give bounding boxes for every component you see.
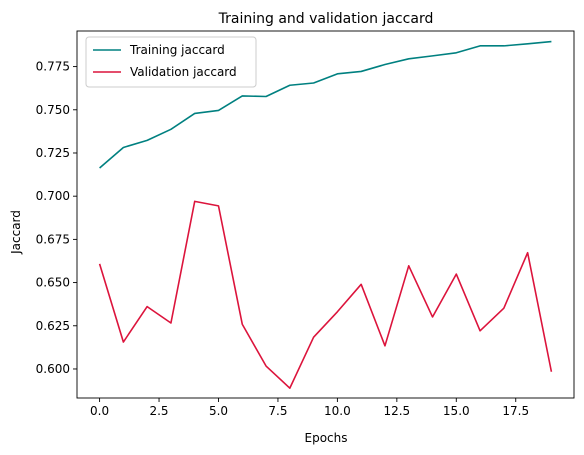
x-tick-label: 17.5 bbox=[502, 404, 529, 418]
plot-frame bbox=[76, 30, 575, 399]
legend-label-training: Training jaccard bbox=[129, 43, 225, 57]
legend-box bbox=[85, 36, 257, 88]
series-line-validation bbox=[98, 200, 553, 389]
x-tick-label: 12.5 bbox=[383, 404, 410, 418]
y-tick-label: 0.650 bbox=[36, 276, 70, 290]
x-tick-label: 2.5 bbox=[149, 404, 168, 418]
y-tick-label: 0.775 bbox=[36, 60, 70, 74]
legend-label-validation: Validation jaccard bbox=[130, 65, 237, 79]
y-tick-label: 0.600 bbox=[36, 362, 70, 376]
x-tick-label: 7.5 bbox=[268, 404, 287, 418]
x-tick-label: 0.0 bbox=[90, 404, 109, 418]
y-axis-label: Jaccard bbox=[9, 210, 23, 255]
plot-area: 0.0 2.5 5.0 7.5 10.0 12.5 15.0 17.5 0.600 0.625 0.… bbox=[36, 30, 575, 418]
x-axis-label: Epochs bbox=[305, 431, 348, 445]
y-tick-label: 0.675 bbox=[36, 232, 70, 246]
x-tick-label: 15.0 bbox=[443, 404, 470, 418]
y-tick-label: 0.725 bbox=[36, 146, 70, 160]
series-line-training bbox=[99, 40, 552, 169]
x-tick-label: 5.0 bbox=[209, 404, 228, 418]
chart-title: Training and validation jaccard bbox=[218, 11, 434, 27]
y-tick-label: 0.750 bbox=[36, 103, 70, 117]
y-tick-label: 0.700 bbox=[36, 189, 70, 203]
x-tick-label: 10.0 bbox=[324, 404, 351, 418]
y-tick-label: 0.625 bbox=[36, 319, 70, 333]
